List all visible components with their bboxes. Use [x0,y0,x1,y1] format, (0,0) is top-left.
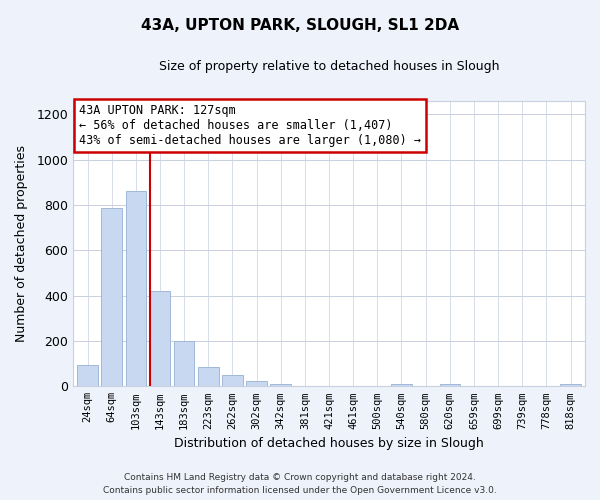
Bar [77,365,98,386]
Bar [101,208,122,386]
Bar [150,291,170,386]
Bar [391,384,412,386]
Bar [222,374,243,386]
Text: Contains HM Land Registry data © Crown copyright and database right 2024.
Contai: Contains HM Land Registry data © Crown c… [103,473,497,495]
Bar [198,367,218,386]
Y-axis label: Number of detached properties: Number of detached properties [15,145,28,342]
X-axis label: Distribution of detached houses by size in Slough: Distribution of detached houses by size … [174,437,484,450]
Bar [560,384,581,386]
Bar [271,384,291,386]
Text: 43A UPTON PARK: 127sqm
← 56% of detached houses are smaller (1,407)
43% of semi-: 43A UPTON PARK: 127sqm ← 56% of detached… [79,104,421,147]
Title: Size of property relative to detached houses in Slough: Size of property relative to detached ho… [159,60,499,73]
Bar [174,341,194,386]
Bar [125,192,146,386]
Bar [247,382,267,386]
Text: 43A, UPTON PARK, SLOUGH, SL1 2DA: 43A, UPTON PARK, SLOUGH, SL1 2DA [141,18,459,32]
Bar [440,384,460,386]
